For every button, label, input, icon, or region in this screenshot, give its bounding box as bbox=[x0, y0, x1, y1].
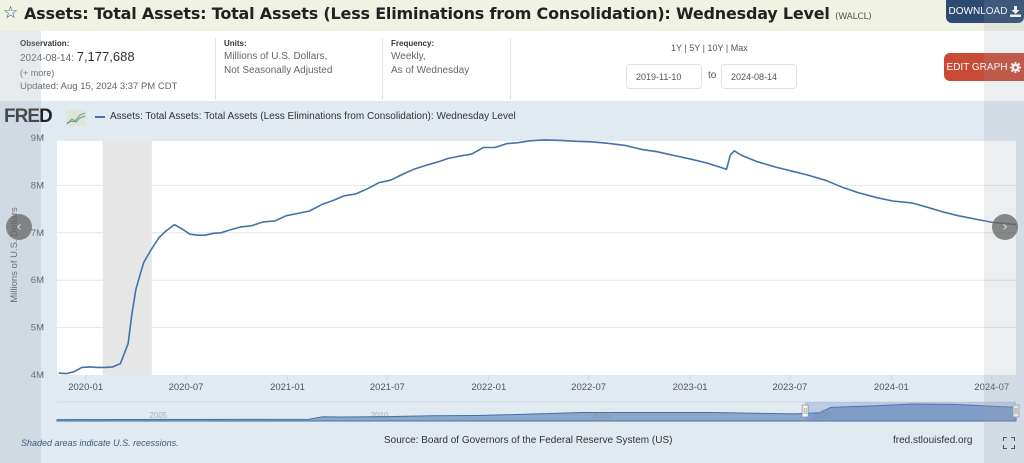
chevron-left-icon: ‹ bbox=[16, 219, 22, 235]
divider bbox=[215, 38, 216, 100]
x-tick-label: 2022-07 bbox=[571, 382, 606, 393]
observation-date: 2024-08-14: bbox=[20, 53, 74, 64]
range-separator: | bbox=[684, 43, 687, 53]
to-label: to bbox=[708, 70, 717, 81]
fred-graph-icon bbox=[66, 110, 86, 126]
end-date-input[interactable]: 2024-08-14 bbox=[721, 64, 797, 89]
range-10y[interactable]: 10Y bbox=[707, 43, 724, 53]
navigator-year-label: 2010 bbox=[371, 411, 389, 420]
y-tick-label: 4M bbox=[31, 370, 44, 381]
download-button[interactable]: DOWNLOAD bbox=[946, 0, 1024, 23]
x-tick-label: 2021-07 bbox=[370, 382, 405, 393]
frequency-label: Frequency: bbox=[391, 39, 435, 48]
series-code: (WALCL) bbox=[835, 12, 872, 22]
previous-arrow-button[interactable]: ‹ bbox=[6, 214, 32, 240]
page-title: Assets: Total Assets: Total Assets (Less… bbox=[24, 4, 872, 23]
fred-logo: FRED bbox=[4, 106, 53, 128]
navigator-selection bbox=[805, 402, 1016, 421]
x-tick-label: 2022-01 bbox=[471, 382, 506, 393]
divider bbox=[382, 38, 383, 100]
download-icon bbox=[1010, 6, 1022, 17]
x-tick-label: 2020-01 bbox=[68, 382, 103, 393]
units-line2: Not Seasonally Adjusted bbox=[224, 65, 333, 76]
y-tick-label: 8M bbox=[31, 180, 44, 191]
star-outline-icon[interactable]: ☆ bbox=[3, 3, 19, 23]
site-link[interactable]: fred.stlouisfed.org bbox=[893, 435, 973, 446]
frequency-line2: As of Wednesday bbox=[391, 65, 470, 76]
fred-logo-text: FRED bbox=[4, 106, 53, 127]
x-tick-label: 2024-01 bbox=[874, 382, 909, 393]
next-arrow-button[interactable]: › bbox=[992, 214, 1018, 240]
navigator-handle-left[interactable] bbox=[801, 404, 809, 418]
x-tick-label: 2024-07 bbox=[974, 382, 1009, 393]
recession-band bbox=[102, 141, 152, 375]
navigator-handle-right[interactable] bbox=[1012, 404, 1020, 418]
updated-text: Updated: Aug 15, 2024 3:37 PM CDT bbox=[20, 81, 178, 92]
legend-swatch bbox=[95, 115, 105, 118]
source-text: Source: Board of Governors of the Federa… bbox=[384, 435, 673, 446]
plot-area bbox=[57, 141, 1016, 375]
chart-legend[interactable]: Assets: Total Assets: Total Assets (Less… bbox=[95, 111, 516, 122]
series-title: Assets: Total Assets: Total Assets (Less… bbox=[24, 4, 830, 23]
series-meta: Observation: 2024-08-14: 7,177,688 (+ mo… bbox=[0, 31, 1024, 101]
fullscreen-icon[interactable] bbox=[1003, 437, 1015, 449]
download-label: DOWNLOAD bbox=[948, 6, 1008, 17]
observation-label: Observation: bbox=[20, 39, 70, 48]
range-1y[interactable]: 1Y bbox=[671, 43, 682, 53]
y-tick-label: 9M bbox=[31, 133, 44, 144]
frequency-block: Frequency: Weekly, As of Wednesday bbox=[391, 39, 469, 78]
range-links: 1Y | 5Y | 10Y | Max bbox=[671, 43, 748, 53]
title-bar bbox=[0, 0, 1024, 31]
units-line1: Millions of U.S. Dollars, bbox=[224, 51, 328, 62]
units-block: Units: Millions of U.S. Dollars, Not Sea… bbox=[224, 39, 332, 78]
legend-label: Assets: Total Assets: Total Assets (Less… bbox=[110, 111, 516, 122]
range-separator: | bbox=[702, 43, 705, 53]
y-tick-label: 6M bbox=[31, 275, 44, 286]
gear-icon bbox=[1010, 61, 1022, 73]
units-label: Units: bbox=[224, 39, 247, 48]
y-axis-label: Millions of U.S. Dollars bbox=[9, 207, 20, 303]
edit-graph-button[interactable]: EDIT GRAPH bbox=[944, 53, 1024, 81]
x-tick-label: 2021-01 bbox=[270, 382, 305, 393]
navigator-year-label: 2015 bbox=[592, 411, 610, 420]
x-tick-label: 2020-07 bbox=[169, 382, 204, 393]
x-tick-label: 2023-01 bbox=[673, 382, 708, 393]
recession-note: Shaded areas indicate U.S. recessions. bbox=[21, 438, 179, 448]
y-tick-label: 5M bbox=[31, 323, 44, 334]
more-link[interactable]: (+ more) bbox=[20, 68, 55, 78]
navigator-year-label: 2020 bbox=[813, 411, 831, 420]
range-5y[interactable]: 5Y bbox=[689, 43, 701, 53]
edit-graph-label: EDIT GRAPH bbox=[946, 61, 1008, 73]
chevron-right-icon: › bbox=[1002, 219, 1008, 235]
observation-block: Observation: 2024-08-14: 7,177,688 (+ mo… bbox=[20, 39, 177, 94]
start-date-input[interactable]: 2019-11-10 bbox=[626, 64, 702, 89]
navigator-area bbox=[56, 403, 1017, 422]
range-separator: | bbox=[725, 43, 729, 53]
range-max[interactable]: Max bbox=[730, 43, 748, 53]
divider bbox=[510, 38, 511, 100]
series-line bbox=[58, 139, 1017, 375]
y-tick-label: 7M bbox=[31, 228, 44, 239]
navigator-year-label: 2005 bbox=[149, 411, 167, 420]
x-tick-label: 2023-07 bbox=[772, 382, 807, 393]
frequency-line1: Weekly, bbox=[391, 51, 426, 62]
observation-value: 7,177,688 bbox=[76, 49, 135, 64]
